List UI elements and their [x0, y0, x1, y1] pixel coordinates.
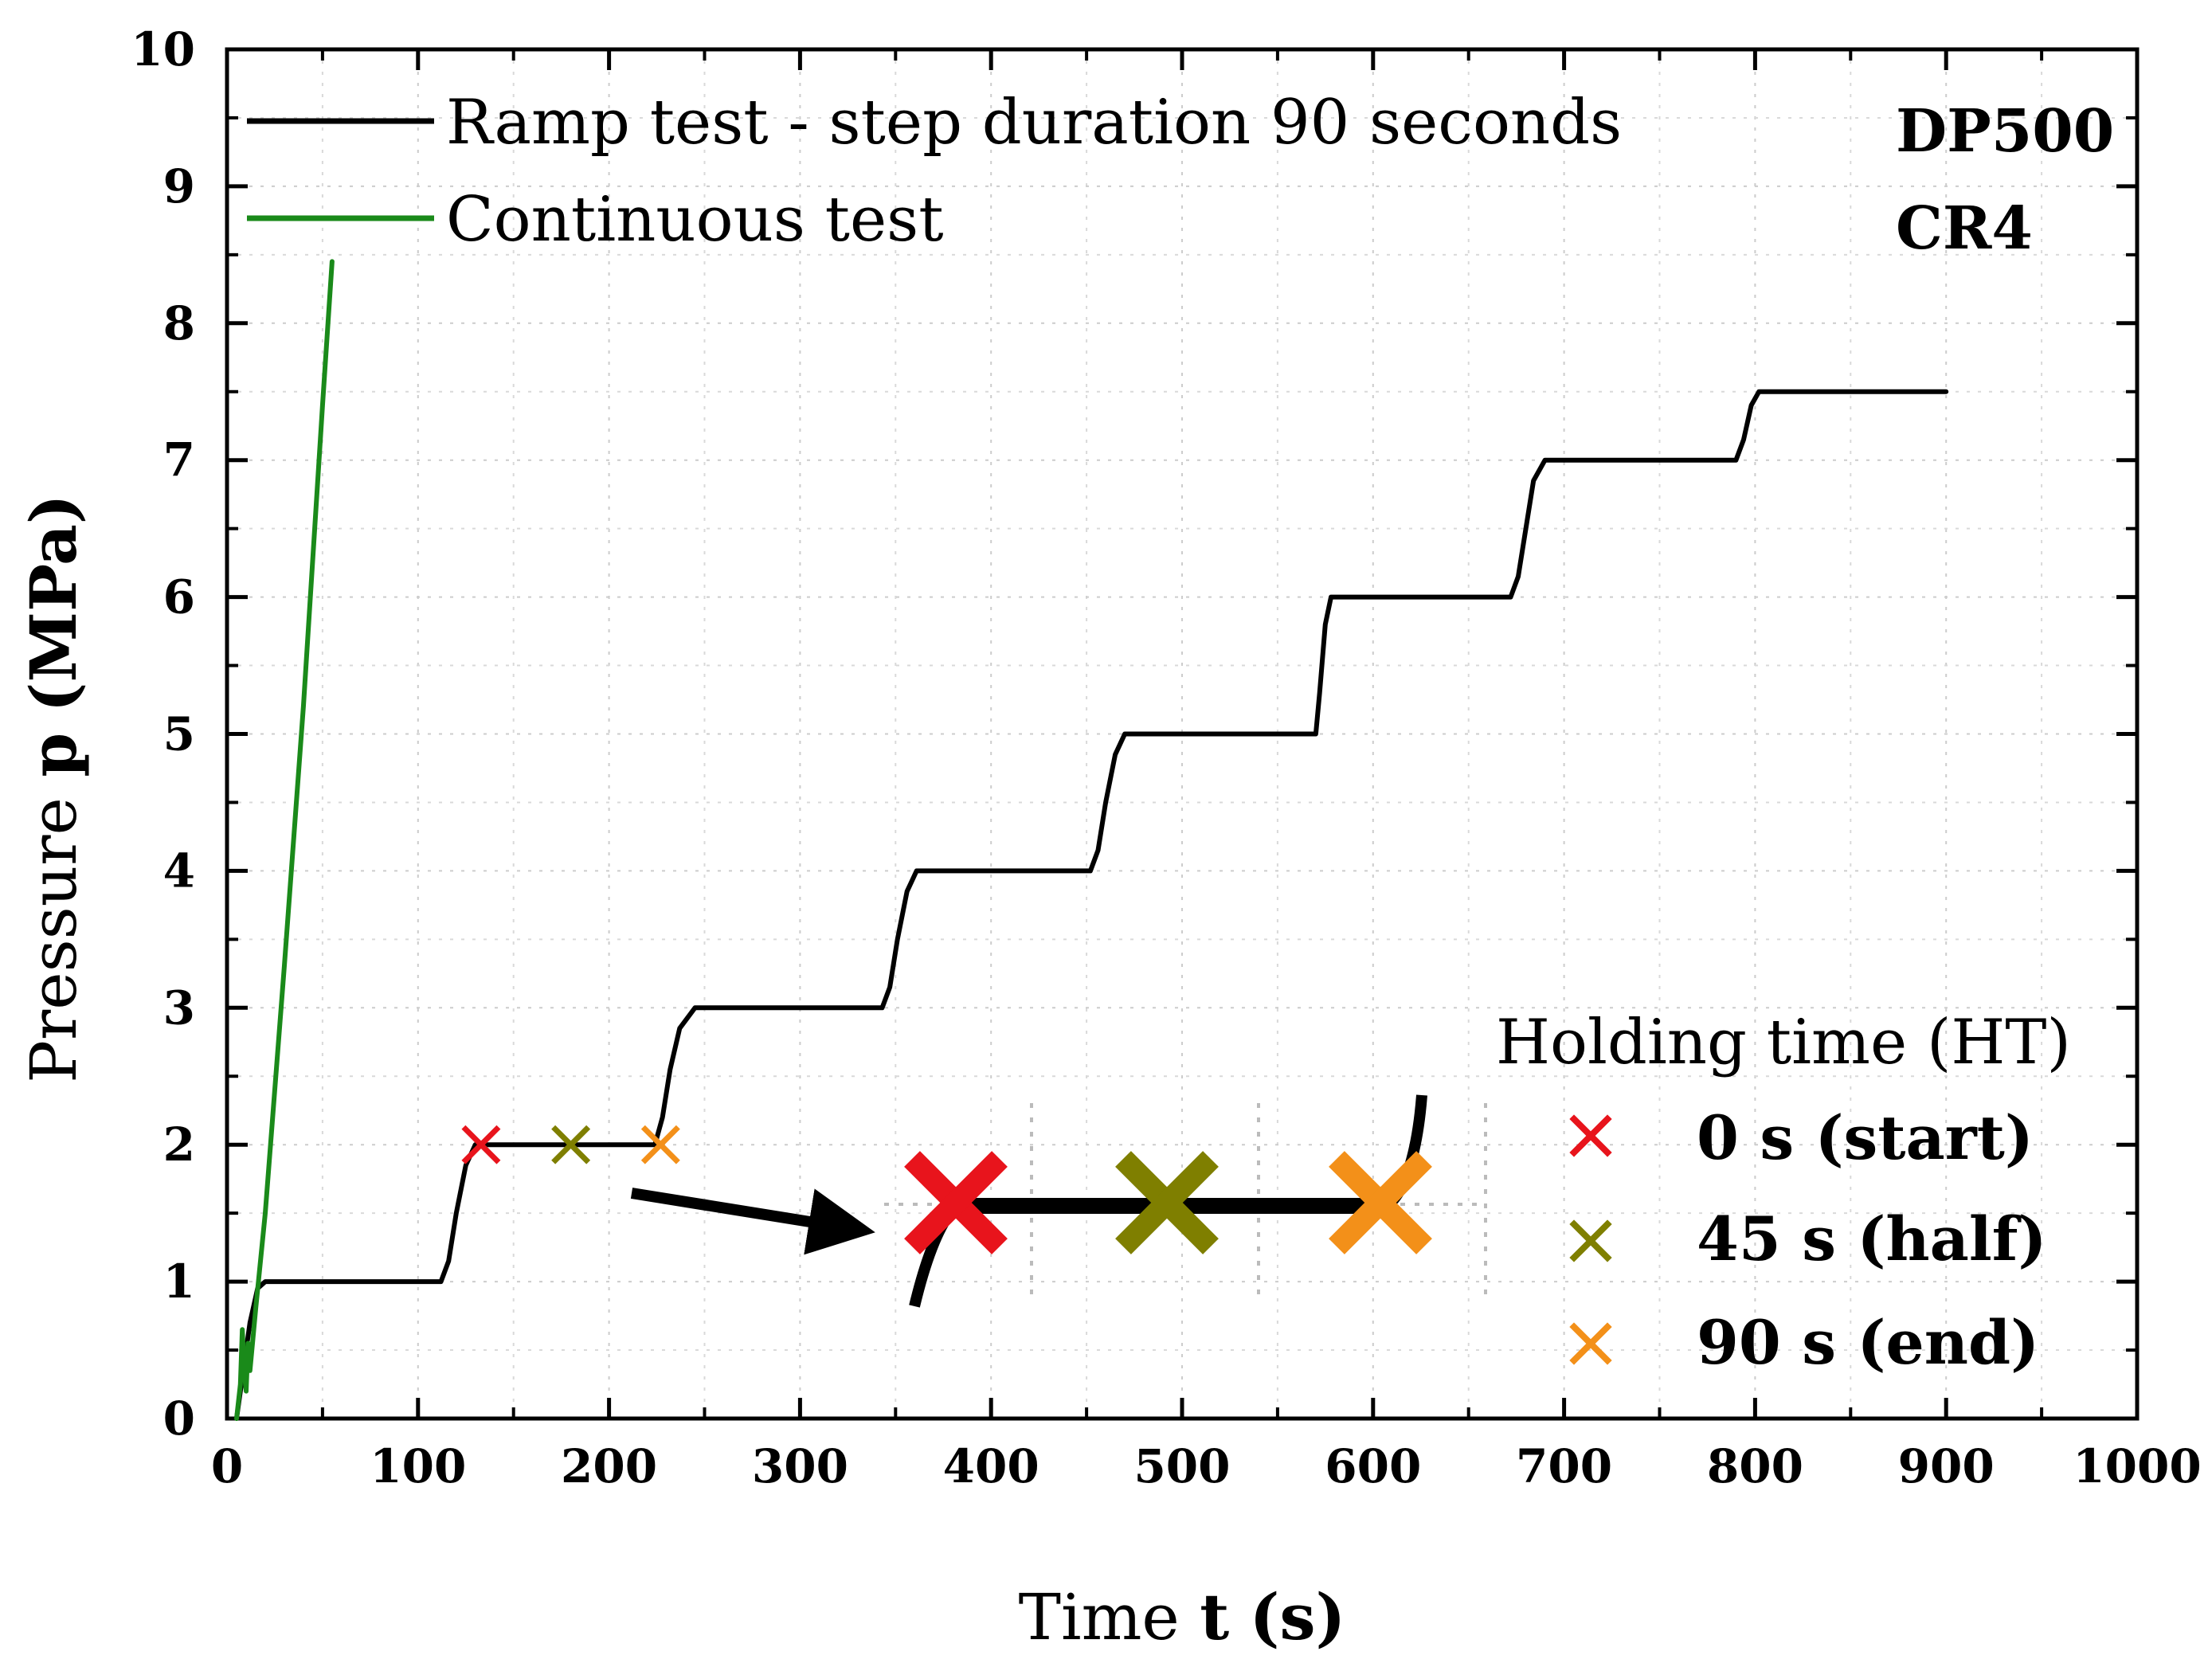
- x-tick-label: 500: [1133, 1439, 1230, 1493]
- ht-label-end: 90 s (end): [1697, 1307, 2039, 1378]
- zoom-inset: [884, 1094, 1487, 1308]
- ht-label-half: 45 s (half): [1697, 1203, 2046, 1274]
- tick-layer: 0 100 200 300 400 500 600 700 800 900 1000 0 1 2 3 4 5 6 7…: [131, 22, 2201, 1493]
- x-tick-label: 700: [1516, 1439, 1612, 1493]
- x-tick-label: 300: [752, 1439, 848, 1493]
- x-tick-label: 200: [561, 1439, 657, 1493]
- marker-layer: [461, 1125, 680, 1164]
- material-annotation: DP500: [1896, 97, 2114, 166]
- y-axis-label: Pressure p (MPa): [16, 494, 91, 1083]
- y-tick-label: 9: [163, 159, 195, 213]
- series-line-continuous: [234, 259, 335, 1421]
- series-line-ramp: [234, 389, 1949, 1421]
- y-tick-label: 1: [163, 1254, 195, 1309]
- condition-annotation: CR4: [1896, 194, 2033, 263]
- ht-label-start: 0 s (start): [1697, 1102, 2034, 1173]
- plot-frame: [225, 47, 2140, 1421]
- legend-label-ramp: Ramp test - step duration 90 seconds: [446, 87, 1622, 158]
- y-tick-label: 8: [163, 296, 195, 350]
- marker-half: [551, 1125, 591, 1164]
- zoom-arrow: [630, 1188, 875, 1255]
- x-tick-label: 800: [1707, 1439, 1803, 1493]
- y-tick-label: 6: [163, 570, 195, 624]
- y-tick-label: 0: [163, 1391, 195, 1446]
- marker-stroke: [551, 1125, 591, 1164]
- series-layer: [234, 259, 1949, 1421]
- ht-marker-half: [1569, 1219, 1612, 1262]
- x-tick-label: 400: [943, 1439, 1039, 1493]
- y-tick-label: 3: [163, 980, 195, 1035]
- y-tick-label: 5: [163, 707, 195, 761]
- inset-marker-start: [904, 1151, 1008, 1254]
- x-tick-label: 100: [370, 1439, 466, 1493]
- inset-marker-half: [1115, 1151, 1219, 1254]
- holding-time-legend: Holding time (HT) 0 s (start) 45 s (half…: [1496, 1007, 2071, 1378]
- y-tick-label: 10: [131, 22, 195, 76]
- marker-start: [461, 1125, 501, 1164]
- legend-label-continuous: Continuous test: [446, 184, 944, 256]
- y-tick-label: 4: [163, 843, 195, 898]
- y-tick-label: 2: [163, 1117, 195, 1172]
- x-axis-label: Time t (s): [1019, 1579, 1346, 1654]
- ht-marker-end: [1569, 1322, 1612, 1365]
- series-legend: Ramp test - step duration 90 seconds Con…: [247, 87, 1622, 256]
- x-tick-label: 900: [1898, 1439, 1995, 1493]
- inset-marker-end: [1329, 1151, 1432, 1254]
- x-tick-label: 0: [211, 1439, 243, 1493]
- marker-stroke: [640, 1125, 680, 1164]
- x-tick-label: 600: [1325, 1439, 1421, 1493]
- y-tick-label: 7: [163, 433, 195, 487]
- ht-marker-start: [1569, 1114, 1612, 1157]
- x-tick-label: 1000: [2073, 1439, 2201, 1493]
- marker-end: [640, 1125, 680, 1164]
- holding-time-title: Holding time (HT): [1496, 1007, 2071, 1078]
- marker-stroke: [461, 1125, 501, 1164]
